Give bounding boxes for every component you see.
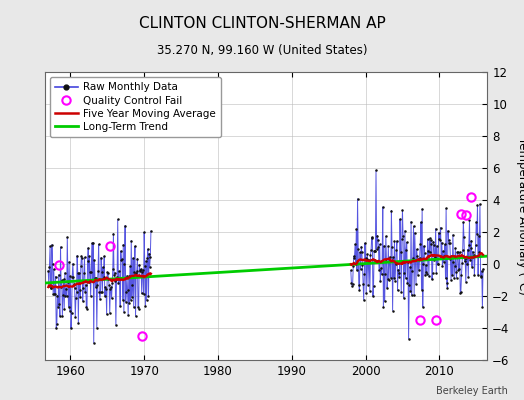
Text: 35.270 N, 99.160 W (United States): 35.270 N, 99.160 W (United States): [157, 44, 367, 57]
Text: Berkeley Earth: Berkeley Earth: [436, 386, 508, 396]
Legend: Raw Monthly Data, Quality Control Fail, Five Year Moving Average, Long-Term Tren: Raw Monthly Data, Quality Control Fail, …: [50, 77, 221, 137]
Text: CLINTON CLINTON-SHERMAN AP: CLINTON CLINTON-SHERMAN AP: [139, 16, 385, 31]
Y-axis label: Temperature Anomaly (°C): Temperature Anomaly (°C): [516, 137, 524, 295]
